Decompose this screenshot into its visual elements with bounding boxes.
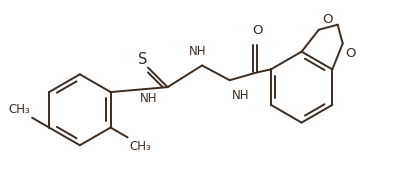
Text: S: S bbox=[138, 52, 148, 67]
Text: O: O bbox=[346, 47, 356, 60]
Text: NH: NH bbox=[140, 93, 158, 105]
Text: NH: NH bbox=[190, 45, 207, 58]
Text: CH₃: CH₃ bbox=[130, 140, 152, 153]
Text: O: O bbox=[252, 24, 263, 37]
Text: CH₃: CH₃ bbox=[8, 103, 30, 116]
Text: NH: NH bbox=[232, 89, 249, 102]
Text: O: O bbox=[322, 13, 332, 26]
